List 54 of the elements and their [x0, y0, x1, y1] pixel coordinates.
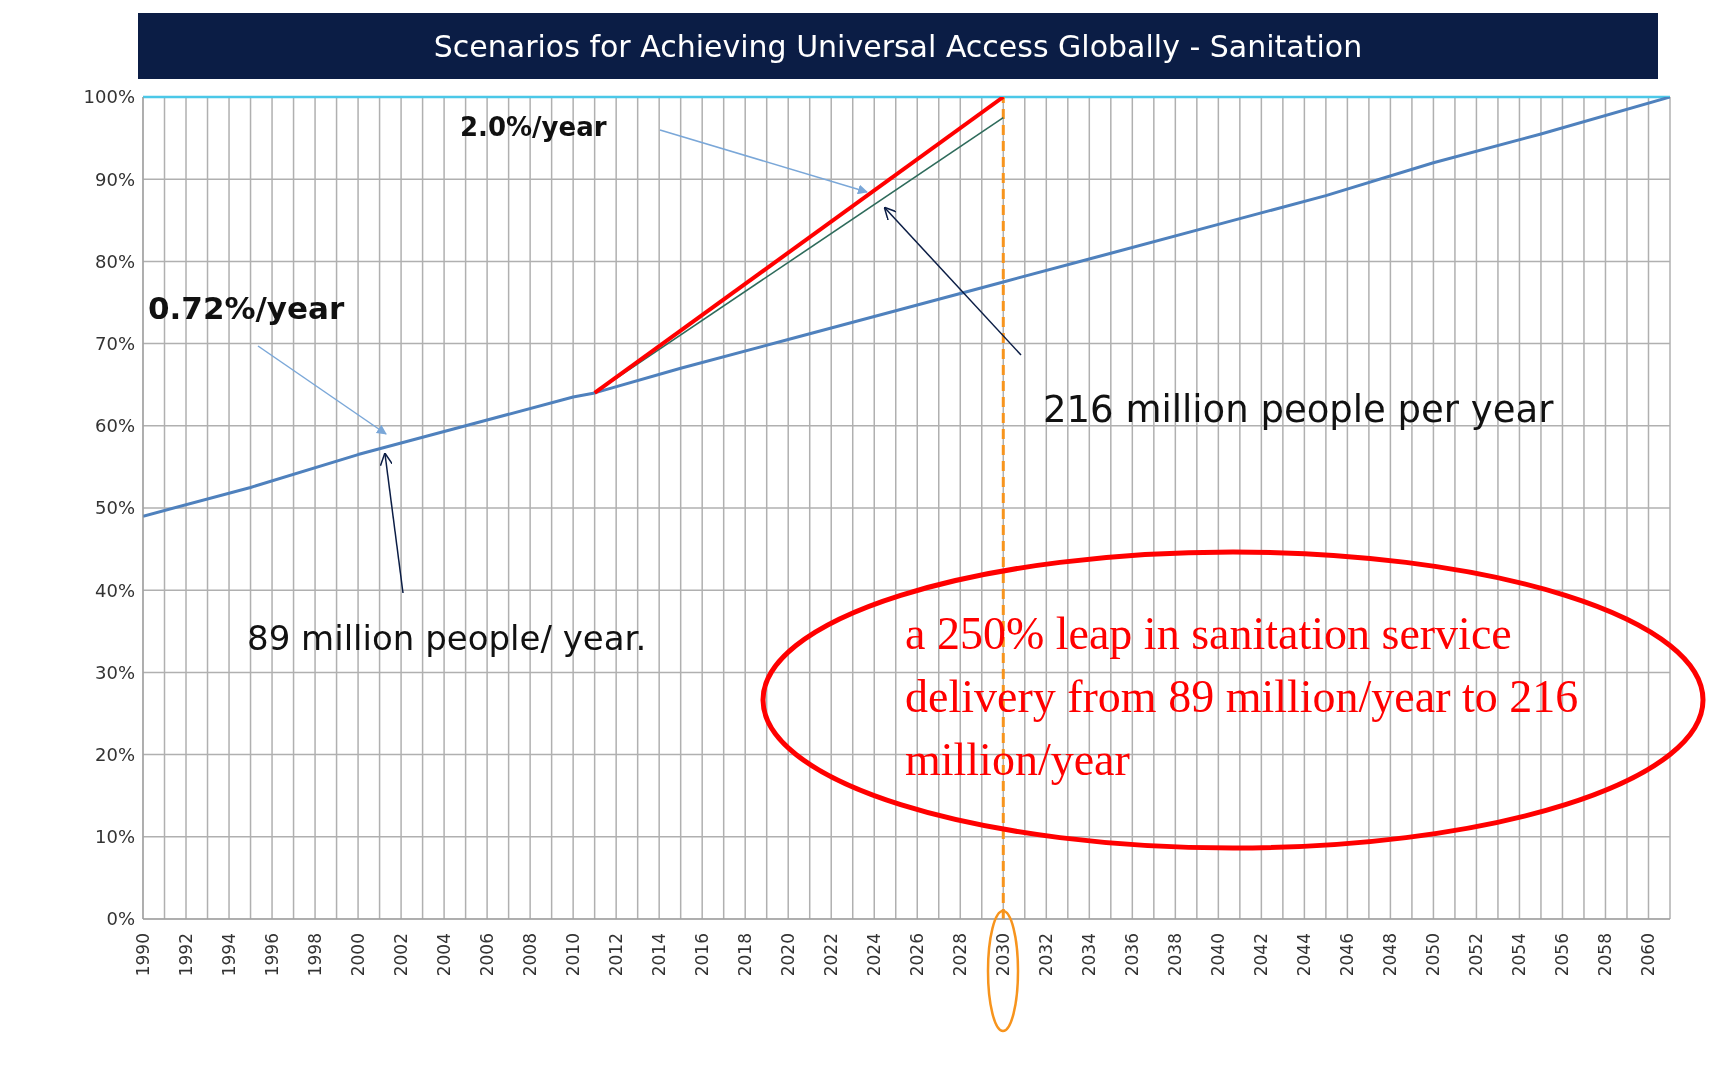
x-tick-label: 2012: [606, 933, 627, 977]
x-tick-label: 1992: [176, 933, 197, 977]
y-tick-label: 30%: [94, 661, 135, 683]
x-tick-label: 2034: [1079, 933, 1100, 977]
annotation: 2.0%/year: [460, 112, 607, 142]
y-tick-label: 0%: [106, 908, 135, 930]
line-series: [143, 97, 1670, 518]
x-tick-label: 2006: [477, 933, 498, 977]
x-tick-label: 2020: [778, 933, 799, 977]
x-tick-label: 2004: [434, 933, 455, 977]
x-tick-label: 2054: [1509, 933, 1530, 977]
y-tick-label: 100%: [83, 86, 135, 108]
x-tick-label: 2052: [1466, 933, 1487, 977]
x-tick-label: 2026: [907, 933, 928, 977]
y-tick-label: 90%: [94, 168, 135, 190]
x-tick-label: 2046: [1337, 933, 1358, 977]
x-tick-label: 2024: [864, 933, 885, 977]
x-tick-label: 1990: [133, 933, 153, 977]
y-tick-label: 50%: [94, 497, 135, 519]
y-tick-label: 60%: [94, 415, 135, 437]
x-tick-label: 2010: [563, 933, 584, 977]
x-tick-label: 2038: [1165, 933, 1186, 977]
chart-title: Scenarios for Achieving Universal Access Globally - Sanitation: [433, 28, 1363, 64]
x-tick-label: 1996: [262, 933, 283, 977]
x-tick-label: 2032: [1036, 933, 1057, 977]
x-tick-label: 2060: [1638, 933, 1659, 977]
x-tick-label: 1998: [305, 933, 326, 977]
y-tick-label: 20%: [94, 743, 135, 765]
x-tick-label: 2022: [821, 933, 842, 977]
x-tick-label: 1994: [219, 933, 240, 977]
x-tick-label: 2056: [1552, 933, 1573, 977]
x-tick-label: 2058: [1595, 933, 1616, 977]
annotation: 89 million people/ year.: [247, 618, 647, 658]
x-tick-label: 2014: [649, 933, 670, 977]
y-tick-label: 40%: [94, 579, 135, 601]
annotation: a 250% leap in sanitation service delivery from 89 million/year to 216 million/year: [905, 607, 1580, 787]
x-tick-label: 2016: [692, 933, 713, 977]
x-tick-label: 2044: [1294, 933, 1315, 977]
x-tick-label: 2000: [348, 933, 369, 977]
y-tick-label: 70%: [94, 332, 135, 354]
annotation: 0.72%/year: [148, 290, 345, 326]
x-tick-label: 2036: [1122, 933, 1143, 977]
y-tick-label: 10%: [94, 826, 135, 848]
x-tick-label: 2040: [1208, 933, 1229, 977]
y-tick-label: 80%: [94, 250, 135, 272]
x-tick-label: 2050: [1423, 933, 1444, 977]
annotation: 216 million people per year: [1043, 388, 1554, 431]
x-tick-label: 2002: [391, 933, 412, 977]
x-tick-label: 2048: [1380, 933, 1401, 977]
x-tick-label: 2008: [520, 933, 541, 977]
x-tick-label: 2042: [1251, 933, 1272, 977]
x-tick-label: 2028: [950, 933, 971, 977]
x-tick-label: 2030: [993, 933, 1014, 977]
x-tick-label: 2018: [735, 933, 756, 977]
